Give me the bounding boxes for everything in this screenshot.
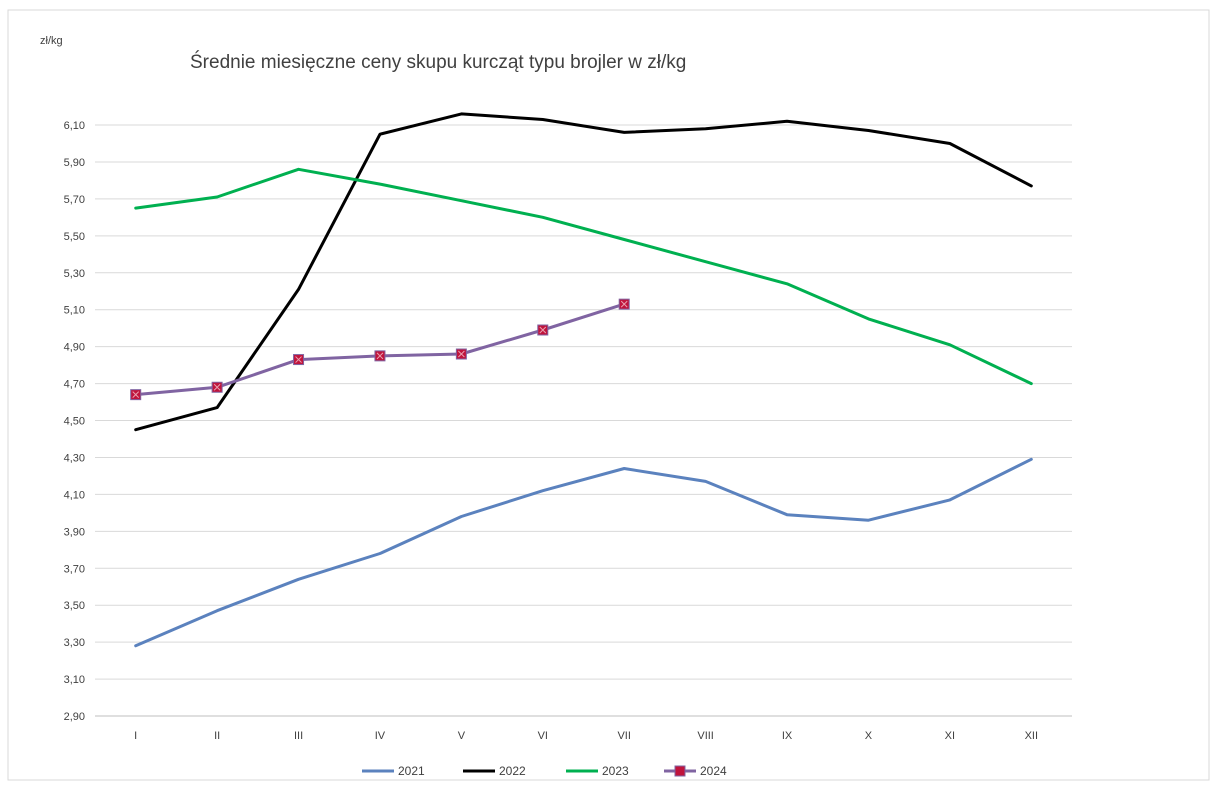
y-tick-label: 3,90 (64, 526, 85, 538)
series-line-2023 (134, 167, 1033, 386)
x-tick-label: X (865, 730, 873, 742)
x-tick-label: VI (538, 730, 548, 742)
data-point-mark (376, 352, 384, 360)
legend-label-2021: 2021 (398, 764, 425, 778)
x-tick-label: VIII (697, 730, 714, 742)
chart-title: Średnie miesięczne ceny skupu kurcząt ty… (190, 51, 686, 73)
y-tick-label: 2,90 (64, 711, 85, 723)
y-tick-label: 4,10 (64, 489, 85, 501)
gridlines (95, 124, 1072, 717)
x-tick-label: II (214, 730, 220, 742)
data-point-mark (132, 391, 140, 398)
series-line-2022 (134, 112, 1033, 432)
series-line-2021 (134, 457, 1033, 648)
y-tick-label: 5,50 (64, 231, 85, 243)
legend-label-2024: 2024 (700, 764, 727, 778)
y-tick-label: 5,30 (64, 268, 85, 280)
y-tick-label: 3,10 (64, 674, 85, 686)
y-unit-label: zł/kg (40, 35, 63, 47)
y-tick-label: 4,30 (64, 452, 85, 464)
data-point-mark (458, 350, 465, 358)
x-tick-label: IX (782, 730, 793, 742)
legend-label-2023: 2023 (602, 764, 629, 778)
y-tick-label: 3,50 (64, 600, 85, 612)
x-tick-label: V (458, 730, 466, 742)
data-point-mark (539, 326, 547, 334)
y-tick-label: 5,10 (64, 305, 85, 317)
data-point-mark (295, 356, 302, 363)
legend-marker-2024 (674, 765, 686, 777)
x-tick-label: XI (945, 730, 955, 742)
y-tick-label: 5,70 (64, 194, 85, 206)
y-tick-label: 4,90 (64, 342, 85, 354)
y-tick-label: 4,70 (64, 379, 85, 391)
x-tick-label: III (294, 730, 303, 742)
legend: 2021 2022 2023 2024 (362, 764, 727, 778)
data-point-mark (620, 300, 628, 308)
y-tick-label: 5,90 (64, 157, 85, 169)
data-point-mark (213, 383, 221, 391)
y-axis-ticks: 2,90 3,10 3,30 3,50 3,70 3,90 4,10 4,30 4,50 4,70… (64, 120, 85, 723)
y-tick-label: 3,70 (64, 563, 85, 575)
x-tick-label: XII (1025, 730, 1038, 742)
y-tick-label: 3,30 (64, 637, 85, 649)
y-tick-label: 4,50 (64, 416, 85, 428)
x-axis-ticks: I II III IV V VI VII VIII IX X XI XII (134, 730, 1038, 742)
x-tick-label: IV (375, 730, 386, 742)
x-tick-label: I (134, 730, 137, 742)
y-tick-label: 6,10 (64, 120, 85, 132)
x-tick-label: VII (617, 730, 630, 742)
chart-frame (7, 9, 1210, 781)
legend-label-2022: 2022 (499, 764, 526, 778)
series-lines (130, 112, 1033, 648)
